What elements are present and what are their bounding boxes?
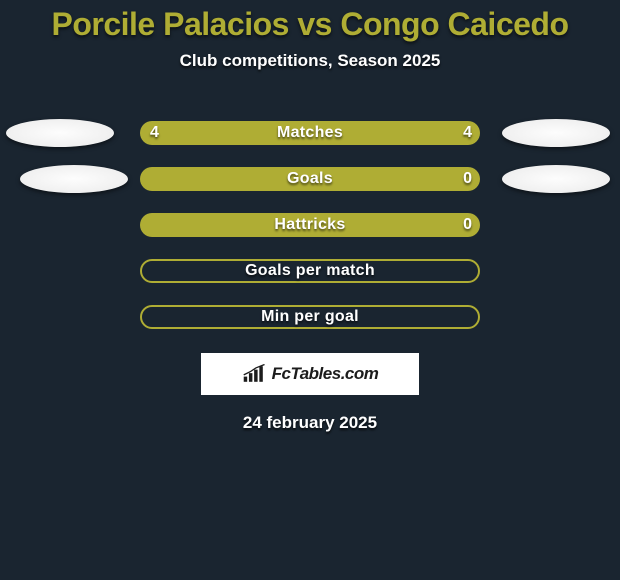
stat-label: Goals per match [245, 262, 375, 280]
stat-label: Min per goal [261, 308, 359, 326]
stat-value-right: 0 [463, 167, 472, 191]
comparison-widget: Porcile Palacios vs Congo Caicedo Club c… [0, 0, 620, 433]
stat-bar: Goals per match [140, 259, 480, 283]
stat-row: Matches 4 4 [0, 109, 620, 155]
player-right-ellipse [502, 165, 610, 193]
stat-bar: Min per goal [140, 305, 480, 329]
stat-row: Min per goal [0, 293, 620, 339]
stat-bar: Hattricks [140, 213, 480, 237]
stat-label: Hattricks [274, 216, 345, 234]
stat-value-left: 4 [150, 121, 159, 145]
player-right-ellipse [502, 119, 610, 147]
stat-value-right: 0 [463, 213, 472, 237]
footer-date: 24 february 2025 [0, 413, 620, 433]
player-left-ellipse [6, 119, 114, 147]
logo-box: FcTables.com [201, 353, 419, 395]
stat-label: Matches [277, 124, 343, 142]
stat-row: Goals 0 [0, 155, 620, 201]
stat-row: Hattricks 0 [0, 201, 620, 247]
player-left-ellipse [20, 165, 128, 193]
logo-text: FcTables.com [272, 364, 379, 384]
stat-bar: Matches [140, 121, 480, 145]
stat-rows: Matches 4 4 Goals 0 Hattricks 0 Goals per match… [0, 109, 620, 339]
stat-row: Goals per match [0, 247, 620, 293]
page-subtitle: Club competitions, Season 2025 [0, 51, 620, 71]
stat-value-right: 4 [463, 121, 472, 145]
stat-label: Goals [287, 170, 333, 188]
page-title: Porcile Palacios vs Congo Caicedo [0, 6, 620, 43]
chart-icon [242, 364, 268, 384]
stat-bar: Goals [140, 167, 480, 191]
